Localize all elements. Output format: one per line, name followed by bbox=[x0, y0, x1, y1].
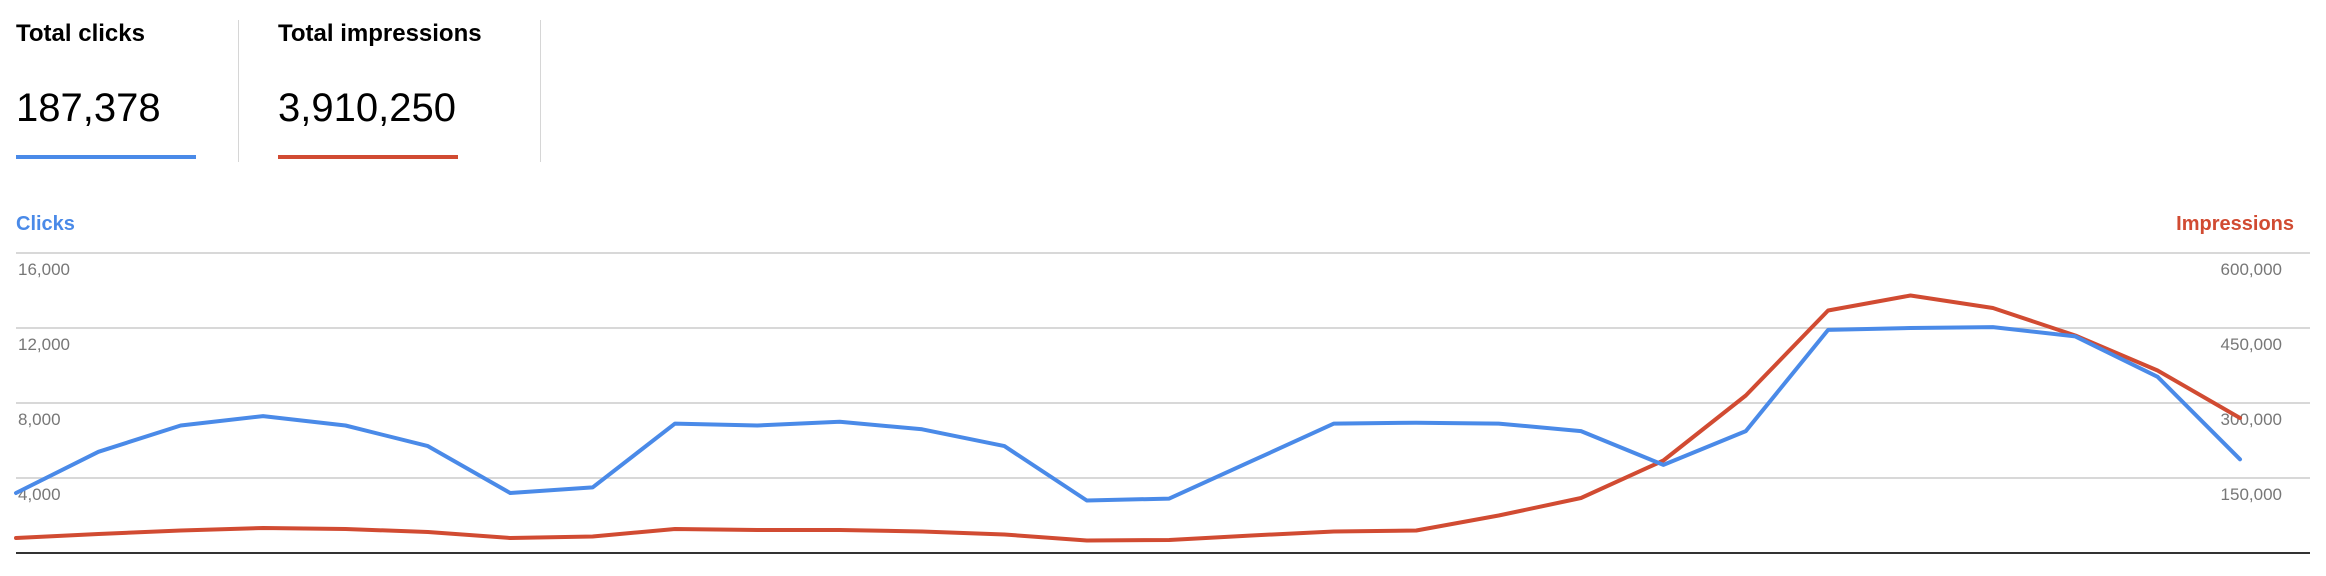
impressions-series-line bbox=[14, 293, 2242, 543]
total-clicks-underline bbox=[16, 155, 196, 159]
total-clicks-title: Total clicks bbox=[16, 20, 145, 47]
total-impressions-card[interactable]: Total impressions 3,910,250 bbox=[278, 0, 538, 162]
metrics-divider bbox=[238, 20, 239, 162]
left-tick-label: 16,000 bbox=[18, 260, 70, 279]
metrics-divider bbox=[540, 20, 541, 162]
right-tick-label: 600,000 bbox=[2221, 260, 2282, 279]
total-clicks-card[interactable]: Total clicks 187,378 bbox=[16, 0, 216, 162]
metrics-header: Total clicks 187,378 Total impressions 3… bbox=[0, 0, 560, 166]
total-impressions-title: Total impressions bbox=[278, 20, 482, 47]
left-tick-label: 8,000 bbox=[18, 410, 61, 429]
left-tick-label: 4,000 bbox=[18, 485, 61, 504]
total-impressions-value: 3,910,250 bbox=[278, 86, 456, 130]
total-clicks-value: 187,378 bbox=[16, 86, 161, 130]
clicks-series-line bbox=[14, 325, 2242, 503]
right-axis-label: Impressions bbox=[2176, 213, 2294, 235]
right-tick-label: 450,000 bbox=[2221, 335, 2282, 354]
left-axis-label: Clicks bbox=[16, 213, 75, 235]
right-tick-label: 150,000 bbox=[2221, 485, 2282, 504]
left-tick-label: 12,000 bbox=[18, 335, 70, 354]
total-impressions-underline bbox=[278, 155, 458, 159]
